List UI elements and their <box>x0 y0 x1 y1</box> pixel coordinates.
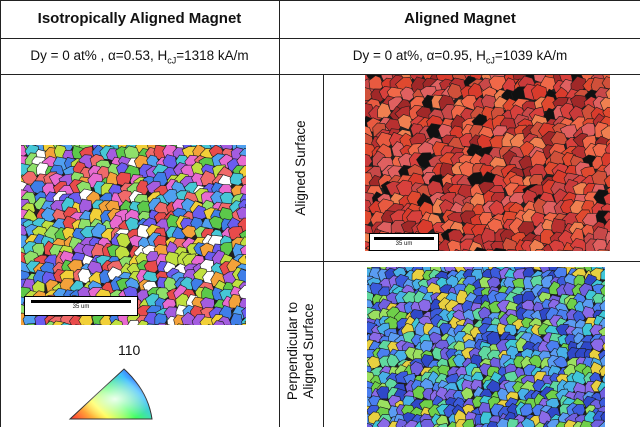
ipf-color-triangle <box>68 368 153 420</box>
table-column-divider <box>279 0 280 427</box>
right-condition-subscript: cJ <box>485 55 495 66</box>
table-border-top <box>0 0 640 1</box>
scale-bar-aligned: 35 um <box>369 233 439 251</box>
table-divider-header <box>0 38 640 39</box>
micrograph-isotropic <box>21 145 246 325</box>
left-condition-prefix: Dy = 0 at% , α=0.53, H <box>30 48 168 63</box>
row-label-aligned-surface: Aligned Surface <box>293 120 308 216</box>
micrograph-perpendicular <box>367 267 605 427</box>
row-label-perpendicular-line2: Aligned Surface <box>301 303 316 399</box>
table-divider-right-rows <box>279 261 640 262</box>
scale-bar-line <box>374 237 434 240</box>
scale-bar-line <box>31 300 131 303</box>
left-condition: Dy = 0 at% , α=0.53, HcJ=1318 kA/m <box>0 48 279 66</box>
right-condition-suffix: =1039 kA/m <box>494 48 568 63</box>
scale-bar-label: 35 um <box>72 304 90 310</box>
left-condition-suffix: =1318 kA/m <box>176 48 249 63</box>
row-label-perpendicular: Perpendicular to Aligned Surface <box>285 276 317 426</box>
table-border-left <box>0 0 1 427</box>
right-condition: Dy = 0 at%, α=0.95, HcJ=1039 kA/m <box>280 48 640 66</box>
legend-label-110: 110 <box>118 342 141 358</box>
scale-bar-label: 35 um <box>395 241 413 247</box>
right-column-header: Aligned Magnet <box>404 10 516 27</box>
left-column-header: Isotropically Aligned Magnet <box>37 10 242 27</box>
left-condition-subscript: cJ <box>167 55 177 66</box>
micrograph-perpendicular-grains <box>367 267 605 427</box>
scale-bar-isotropic: 35 um <box>24 296 138 316</box>
row-label-perpendicular-line1: Perpendicular to <box>285 301 300 401</box>
table-label-divider <box>323 74 324 427</box>
micrograph-isotropic-grains <box>21 145 246 325</box>
micrograph-aligned-surface-grains <box>365 75 610 251</box>
micrograph-aligned-surface <box>365 75 610 251</box>
table-divider-condition <box>0 74 640 75</box>
right-condition-prefix: Dy = 0 at%, α=0.95, H <box>352 48 486 63</box>
